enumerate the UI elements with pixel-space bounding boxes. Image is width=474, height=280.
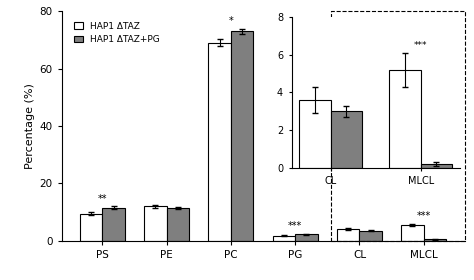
Y-axis label: Percentage (%): Percentage (%) — [25, 83, 35, 169]
Text: **: ** — [98, 194, 107, 204]
Bar — [80, 214, 102, 241]
Bar — [144, 206, 167, 241]
Bar — [295, 234, 318, 241]
Bar — [102, 208, 125, 241]
Bar — [389, 70, 420, 168]
Bar — [273, 236, 295, 241]
Bar — [331, 111, 362, 168]
Text: ***: *** — [414, 41, 428, 50]
Text: *: * — [228, 17, 233, 26]
Bar — [401, 225, 424, 241]
Bar — [167, 208, 189, 241]
Bar — [231, 31, 254, 241]
Text: ***: *** — [417, 211, 431, 221]
Bar — [337, 229, 359, 241]
Bar — [299, 100, 331, 168]
Bar — [424, 239, 446, 241]
Legend: HAP1 ΔTAZ, HAP1 ΔTAZ+PG: HAP1 ΔTAZ, HAP1 ΔTAZ+PG — [70, 18, 164, 48]
Bar — [330, 11, 465, 241]
Text: ***: *** — [288, 221, 302, 231]
Bar — [420, 164, 452, 168]
Bar — [359, 231, 382, 241]
Bar — [209, 43, 231, 241]
